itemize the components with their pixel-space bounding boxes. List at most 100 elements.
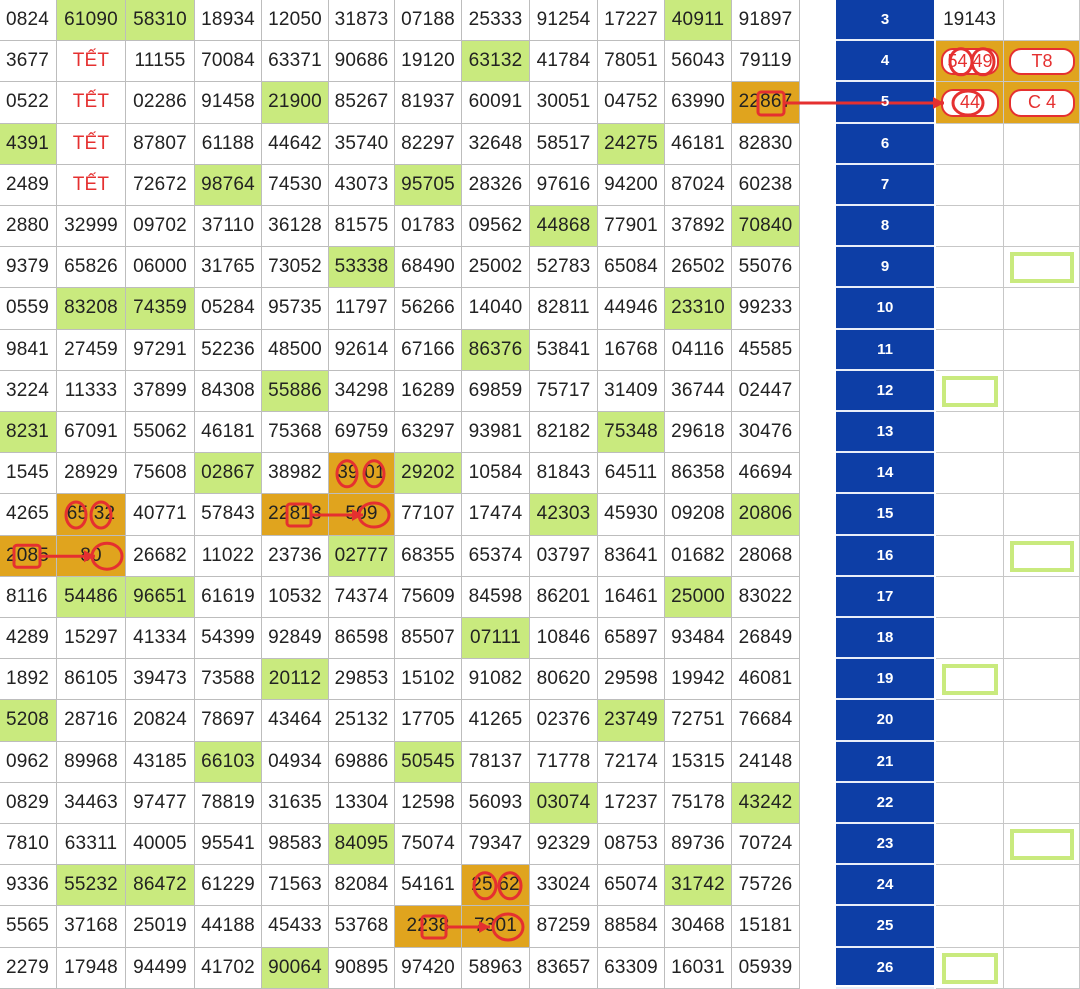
result-cell: 31765 [195, 247, 262, 289]
result-cell: 73588 [195, 659, 262, 701]
result-cell: 17237 [598, 782, 665, 824]
marked-value-tag: T8 [1009, 48, 1075, 76]
tracking-cell [936, 412, 1004, 454]
result-cell: 95735 [262, 288, 329, 330]
result-cell: 20806 [732, 494, 800, 536]
result-cell: 83641 [598, 535, 665, 577]
result-cell: 1892 [0, 659, 57, 701]
result-cell: 74359 [126, 288, 195, 330]
period-index-label: 12 [836, 371, 934, 412]
result-cell: 91082 [462, 659, 530, 701]
result-cell: 90895 [329, 947, 395, 989]
result-cell: 86598 [329, 618, 395, 660]
period-index-label: 8 [836, 206, 934, 248]
result-cell: 41702 [195, 947, 262, 989]
result-cell: 45930 [598, 494, 665, 536]
result-cell: 65374 [462, 535, 530, 577]
period-index-label: 22 [836, 783, 934, 824]
result-cell: 69886 [329, 741, 395, 783]
result-cell: 45585 [732, 329, 800, 371]
result-cell: 86201 [530, 576, 598, 618]
result-cell: 44188 [195, 906, 262, 948]
result-cell: 40911 [665, 0, 732, 42]
result-cell: 79347 [462, 824, 530, 866]
result-cell: 5565 [0, 906, 57, 948]
result-cell: 98764 [195, 164, 262, 206]
result-cell: 46081 [732, 659, 800, 701]
result-cell: 78051 [598, 41, 665, 83]
result-cell: 61619 [195, 576, 262, 618]
result-cell: 85267 [329, 82, 395, 124]
result-cell: 86358 [665, 453, 732, 495]
result-cell: 81575 [329, 206, 395, 248]
period-index-label: 6 [836, 124, 934, 165]
result-cell: 2279 [0, 947, 57, 989]
result-cell: 12598 [395, 782, 462, 824]
result-cell: 85507 [395, 618, 462, 660]
result-cell: 63371 [262, 41, 329, 83]
result-cell: 97616 [530, 164, 598, 206]
tracking-cell [936, 247, 1004, 289]
tracking-cell [1004, 206, 1080, 248]
column-separator [800, 0, 837, 985]
period-index-label: 16 [836, 536, 934, 577]
result-cell: 2880 [0, 206, 57, 248]
tracking-cell [936, 659, 1004, 701]
result-cell: 53338 [329, 247, 395, 289]
result-cell: 07188 [395, 0, 462, 42]
period-index-label: 7 [836, 165, 934, 206]
period-index-label: 26 [836, 948, 934, 989]
result-cell: 65 32 [57, 494, 126, 536]
result-cell: 7810 [0, 824, 57, 866]
result-cell: 46181 [195, 412, 262, 454]
result-cell: 41784 [530, 41, 598, 83]
result-cell: 88584 [598, 906, 665, 948]
result-cell: 31873 [329, 0, 395, 42]
result-cell: 04116 [665, 329, 732, 371]
result-cell: 29618 [665, 412, 732, 454]
result-cell: 82084 [329, 865, 395, 907]
period-index-label: 17 [836, 577, 934, 618]
result-cell: 63309 [598, 947, 665, 989]
result-cell: 16461 [598, 576, 665, 618]
result-cell: 82182 [530, 412, 598, 454]
result-cell: 93484 [665, 618, 732, 660]
result-cell: 75178 [665, 782, 732, 824]
result-cell: 25132 [329, 700, 395, 742]
result-cell: 91458 [195, 82, 262, 124]
result-cell: 2489 [0, 164, 57, 206]
result-cell: 25 62 [462, 865, 530, 907]
result-cell: 63132 [462, 41, 530, 83]
result-cell: 23310 [665, 288, 732, 330]
result-cell: 13304 [329, 782, 395, 824]
result-cell: 75348 [598, 412, 665, 454]
result-cell: 78819 [195, 782, 262, 824]
period-index-label: 3 [836, 0, 934, 42]
result-cell: 97477 [126, 782, 195, 824]
result-cell: 91897 [732, 0, 800, 42]
period-index-label: 5 [836, 82, 934, 124]
result-cell: 20112 [262, 659, 329, 701]
period-index-label: 4 [836, 41, 934, 83]
result-cell: 30468 [665, 906, 732, 948]
result-cell: 8116 [0, 576, 57, 618]
result-cell: 82830 [732, 123, 800, 165]
result-cell: 24148 [732, 741, 800, 783]
result-cell: 0559 [0, 288, 57, 330]
result-cell: 61188 [195, 123, 262, 165]
result-cell: 68490 [395, 247, 462, 289]
tracking-cell [936, 576, 1004, 618]
result-cell: 52783 [530, 247, 598, 289]
period-index-label: 14 [836, 453, 934, 495]
result-cell: 09208 [665, 494, 732, 536]
result-cell: 22813 [262, 494, 329, 536]
result-cell: 71563 [262, 865, 329, 907]
tracking-cell [1004, 659, 1080, 701]
result-cell: 31742 [665, 865, 732, 907]
result-cell: 22867 [732, 82, 800, 124]
tracking-cell [1004, 0, 1080, 42]
result-cell: 84308 [195, 370, 262, 412]
result-cell: 74374 [329, 576, 395, 618]
result-cell: 28326 [462, 164, 530, 206]
result-cell: 75609 [395, 576, 462, 618]
